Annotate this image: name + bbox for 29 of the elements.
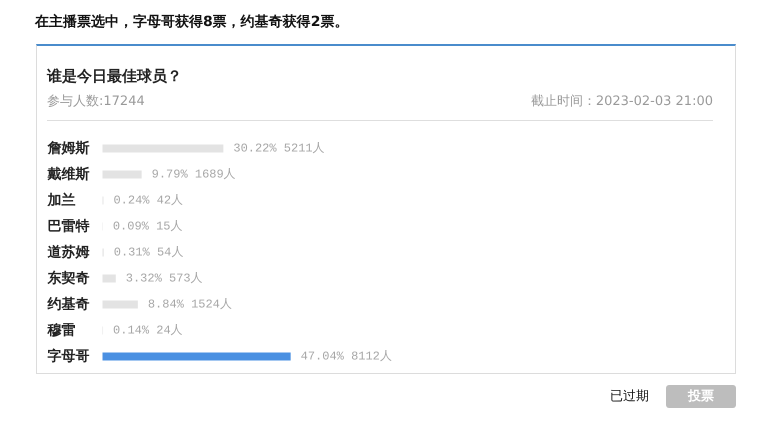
y-tick-label: 字母哥 <box>48 348 90 364</box>
bar <box>102 300 138 308</box>
bar <box>102 144 224 152</box>
data-label: 0.14% 24人 <box>113 324 183 338</box>
y-tick-label: 道苏姆 <box>46 244 90 260</box>
y-tick-label: 东契奇 <box>46 270 90 286</box>
y-tick-label: 巴雷特 <box>48 218 90 234</box>
data-label: 0.31% 54人 <box>114 246 184 260</box>
y-tick-label: 约基奇 <box>46 296 90 312</box>
data-label: 30.22% 5211人 <box>233 142 325 156</box>
bar <box>102 274 116 282</box>
data-label: 0.24% 42人 <box>113 194 184 208</box>
bar <box>102 170 142 178</box>
text: 截止时间：2023-02-03 21:00 <box>530 93 713 111</box>
y-tick-label: 穆雷 <box>46 322 76 338</box>
y-tick-label: 戴维斯 <box>46 166 90 182</box>
chart-title: 在主播票选中，字母哥获得8票，约基奇获得2票。 <box>35 12 348 32</box>
y-tick-label: 加兰 <box>46 192 76 208</box>
text: 已过期 <box>610 388 649 406</box>
chart-subtitle: 谁是今日最佳球员？ <box>47 66 182 86</box>
y-tick-label: 詹姆斯 <box>46 140 90 156</box>
data-label: 47.04% 8112人 <box>300 350 392 364</box>
text: 投票 <box>666 385 736 408</box>
bar <box>102 352 291 360</box>
data-label: 8.84% 1524人 <box>148 298 232 312</box>
data-label: 0.09% 15人 <box>112 220 182 234</box>
text: 参与人数:17244 <box>47 93 145 111</box>
data-label: 9.79% 1689人 <box>152 168 236 182</box>
data-label: 3.32% 573人 <box>126 272 203 286</box>
